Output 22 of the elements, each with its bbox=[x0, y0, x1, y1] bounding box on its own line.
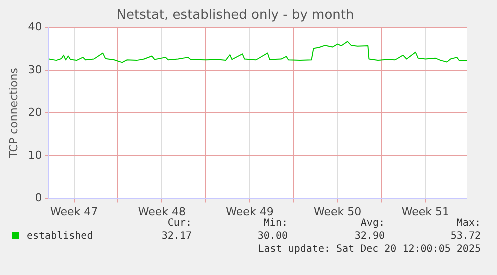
chart-title: Netstat, established only - by month bbox=[116, 8, 354, 24]
x-tick-label: Week 50 bbox=[314, 205, 362, 218]
y-tick-label: 10 bbox=[28, 148, 42, 162]
y-axis-title: TCP connections bbox=[7, 68, 20, 160]
y-tick-label: 0 bbox=[35, 192, 42, 205]
y-tick-label: 20 bbox=[28, 106, 42, 120]
text: 32.17 bbox=[162, 231, 192, 242]
y-tick-label: 40 bbox=[28, 20, 42, 34]
legend-label: established bbox=[26, 231, 94, 242]
x-tick-label: Week 51 bbox=[402, 205, 450, 218]
text: Avg: bbox=[360, 218, 385, 229]
x-tick-label: Week 49 bbox=[226, 205, 274, 218]
text: Last update: Sat Dec 20 12:00:05 2025 bbox=[258, 244, 481, 255]
text: Max: bbox=[456, 218, 481, 229]
y-tick-label: 30 bbox=[28, 63, 42, 76]
text: 53.72 bbox=[450, 231, 481, 242]
text: 30.00 bbox=[258, 231, 288, 242]
x-tick-label: Week 48 bbox=[138, 205, 186, 218]
text: 32.90 bbox=[354, 231, 385, 242]
text: Min: bbox=[264, 218, 288, 229]
text: Cur: bbox=[168, 218, 192, 229]
x-tick-label: Week 47 bbox=[50, 205, 98, 218]
